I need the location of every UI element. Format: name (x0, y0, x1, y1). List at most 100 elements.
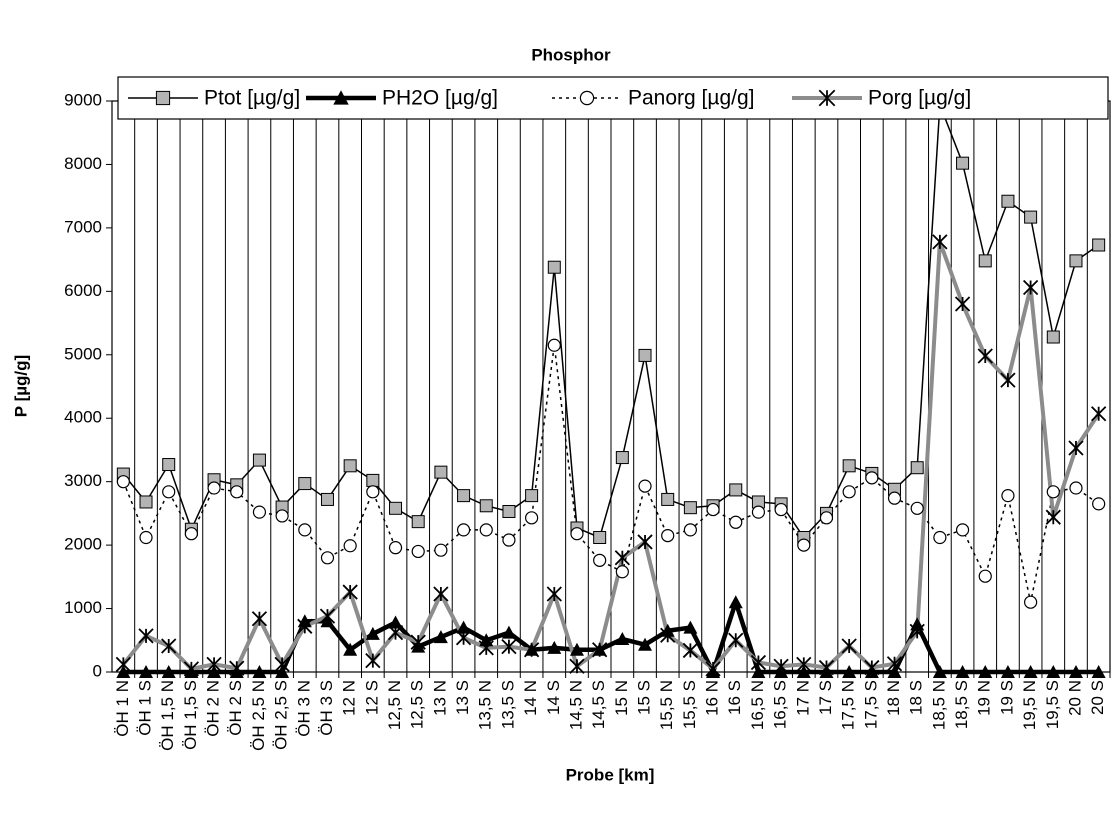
marker (579, 90, 595, 106)
x-tick-label: 20 N (1065, 680, 1084, 716)
x-tick-label: 16 S (725, 680, 744, 715)
marker (842, 459, 856, 473)
marker (1068, 440, 1084, 456)
marker (501, 638, 517, 655)
marker (1001, 194, 1015, 208)
marker (479, 499, 493, 513)
marker (230, 485, 244, 499)
marker (593, 553, 607, 567)
marker (333, 90, 349, 105)
marker (910, 461, 924, 475)
marker (955, 523, 970, 537)
marker (637, 534, 653, 550)
marker (569, 642, 584, 656)
marker (615, 451, 629, 465)
marker (750, 654, 767, 671)
y-tick-label: 4000 (64, 408, 102, 427)
x-tick-label: 17,5 S (861, 680, 880, 729)
x-axis-label: Probe [km] (566, 765, 655, 784)
x-tick-label: ÖH 1,5 N (158, 680, 177, 751)
marker (365, 626, 380, 640)
marker (342, 584, 358, 600)
y-tick-label: 2000 (64, 535, 102, 554)
marker (1069, 481, 1083, 495)
marker (547, 640, 562, 654)
marker (547, 338, 561, 352)
legend-box (117, 76, 1109, 120)
x-tick-label: ÖH 2,5 N (249, 680, 268, 751)
marker (1092, 497, 1106, 511)
x-tick-label: 14,5 S (589, 680, 608, 729)
marker (728, 632, 744, 648)
y-axis-label: P [µg/g] (11, 355, 30, 417)
x-tick-label: 15 N (612, 680, 631, 716)
x-tick-label: 16 N (703, 680, 722, 716)
marker (274, 656, 290, 673)
legend-text: Panorg [µg/g] (628, 87, 755, 110)
marker (456, 620, 471, 634)
marker (1046, 330, 1060, 344)
x-tick-label: 18,5 N (929, 680, 948, 730)
x-tick-label: 17,5 N (839, 680, 858, 730)
marker (365, 652, 381, 669)
marker (138, 628, 154, 644)
x-tick-label: ÖH 3 S (317, 680, 336, 736)
marker (434, 465, 448, 479)
marker (366, 485, 380, 499)
marker (683, 620, 698, 634)
marker (660, 627, 676, 643)
marker (751, 665, 766, 678)
x-tick-label: 17 N (793, 680, 812, 716)
marker (661, 528, 675, 543)
marker (456, 523, 471, 537)
marker (819, 511, 834, 525)
marker (155, 90, 171, 106)
x-tick-label: 19 N (975, 680, 994, 716)
marker (523, 642, 540, 658)
y-tick-label: 5000 (64, 344, 102, 363)
x-tick-label: 18 S (907, 680, 926, 715)
marker (887, 665, 902, 678)
x-tick-label: ÖH 1 N (113, 680, 132, 737)
marker (116, 665, 131, 678)
marker (796, 665, 811, 678)
x-tick-label: 16,5 N (748, 680, 767, 730)
marker (387, 625, 404, 641)
marker (366, 473, 380, 487)
x-tick-label: 13,5 N (476, 680, 495, 730)
x-tick-label: 19 S (997, 680, 1016, 715)
series-line (123, 599, 1099, 675)
marker (1068, 665, 1083, 678)
marker (343, 642, 358, 656)
marker (910, 501, 924, 515)
marker (1069, 254, 1083, 268)
marker (977, 348, 993, 364)
y-tick-label: 9000 (64, 90, 102, 109)
marker (298, 523, 312, 537)
marker (1091, 406, 1107, 422)
x-tick-label: 15 S (635, 680, 654, 715)
x-tick-label: ÖH 1,5 S (181, 680, 200, 750)
marker (546, 586, 562, 602)
marker (978, 665, 993, 678)
marker (161, 665, 176, 678)
marker (729, 483, 743, 497)
marker (1001, 489, 1015, 503)
marker (479, 523, 493, 537)
x-tick-label: 12,5 S (408, 680, 427, 729)
marker (184, 527, 198, 541)
marker (842, 665, 857, 678)
marker (1045, 509, 1061, 525)
marker (773, 658, 789, 674)
marker (410, 634, 426, 650)
marker (978, 569, 992, 583)
marker (389, 501, 403, 515)
marker (252, 665, 267, 678)
marker (320, 492, 334, 506)
marker (525, 489, 539, 503)
marker (932, 234, 948, 250)
marker (297, 618, 313, 634)
legend-text: Porg [µg/g] (868, 87, 971, 110)
marker (434, 543, 448, 557)
marker (932, 665, 947, 678)
